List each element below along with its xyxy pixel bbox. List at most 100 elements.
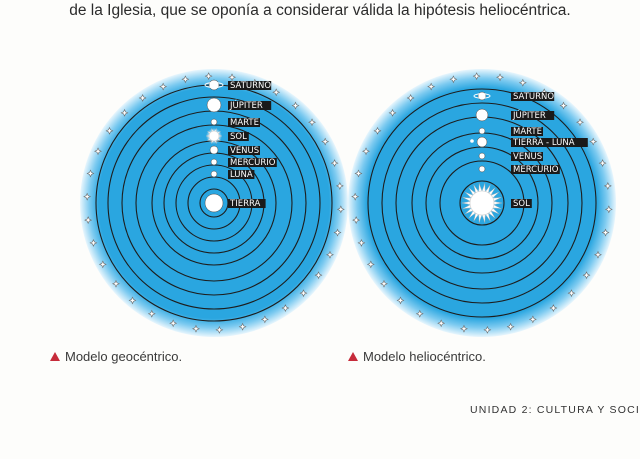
jupiter-planet [206, 97, 222, 113]
star-icon [582, 271, 591, 280]
body-label: MERCURIO [513, 165, 559, 175]
moon-planet [210, 170, 218, 178]
star-icon [138, 94, 147, 102]
mercury-planet [478, 165, 486, 173]
star-icon [604, 205, 613, 214]
star-icon [362, 147, 370, 156]
label-background [511, 92, 555, 101]
star-icon [204, 72, 213, 81]
star-icon [528, 315, 537, 324]
label-background [228, 81, 272, 90]
star-icon [506, 322, 515, 331]
sun-icon [205, 128, 223, 144]
jupiter-planet [475, 108, 489, 122]
triangle-marker-icon [348, 352, 358, 361]
caption-text: Modelo geocéntrico. [65, 349, 183, 364]
star-icon [567, 289, 576, 298]
star-icon [308, 118, 316, 127]
star-icon [291, 101, 300, 110]
star-icon [314, 271, 323, 280]
star-icon [603, 182, 612, 190]
star-icon [352, 216, 361, 224]
celestial-bodies [204, 79, 224, 213]
star-icon [396, 296, 405, 305]
earth-planet [204, 193, 224, 213]
star-icon [215, 325, 224, 334]
caption-text: Modelo heliocéntrico. [363, 349, 486, 364]
body-label: MERCURIO [230, 158, 276, 168]
saturn-planet [208, 79, 220, 91]
body-label: JÚPITER [512, 109, 546, 121]
label-background [511, 127, 543, 136]
body-label: VENUS [513, 152, 542, 162]
star-icon [336, 205, 345, 214]
star-icon [449, 75, 458, 84]
star-icon [105, 126, 114, 135]
mars-planet [478, 127, 486, 135]
star-icon [380, 279, 388, 288]
star-icon [335, 182, 344, 190]
body-label: SOL [230, 132, 247, 142]
body-label: TIERRA [229, 199, 261, 209]
star-icon [437, 319, 446, 328]
label-background [511, 199, 532, 208]
star-icon [351, 192, 360, 201]
body-label: SATURNO [230, 81, 271, 91]
star-icon [354, 169, 363, 178]
star-icon [496, 73, 504, 82]
label-background [511, 165, 560, 174]
star-icon [594, 250, 602, 259]
geocentric-diagram: SATURNO JÚPITER MARTE SOL VENUS MERCURIO LUNA T… [80, 69, 348, 337]
caption-heliocentric: Modelo heliocéntrico. [348, 349, 486, 364]
intro-text: de la Iglesia, que se oponía a considera… [69, 2, 571, 19]
star-icon [598, 159, 607, 168]
star-icon [373, 126, 382, 135]
star-icon [83, 192, 92, 201]
earth-planet [476, 136, 488, 148]
star-icon [260, 315, 269, 324]
label-background [228, 146, 260, 155]
sun-icon [461, 183, 503, 223]
star-icon [460, 324, 468, 333]
orbit-ring [367, 88, 597, 318]
star-icon [299, 289, 308, 298]
unit-footer: UNIDAD 2: CULTURA Y SOCIEDAD [470, 404, 640, 416]
label-background [228, 132, 249, 141]
star-icon [601, 228, 610, 237]
fixed-stars [83, 72, 345, 334]
star-icon [169, 319, 178, 328]
body-label: LUNA [230, 170, 253, 180]
label-background [228, 170, 255, 179]
caption-geocentric: Modelo geocéntrico. [50, 349, 182, 364]
star-icon [272, 88, 281, 97]
label-background [228, 118, 260, 127]
star-icon [427, 82, 436, 91]
star-icon [330, 159, 339, 168]
star-icon [589, 137, 598, 146]
star-icon [281, 304, 290, 312]
body-label: VENUS [230, 146, 259, 156]
moon-planet [470, 139, 474, 143]
star-icon [366, 260, 375, 269]
orbit-ring [459, 180, 505, 226]
star-icon [576, 118, 584, 127]
body-label: TIERRA - LUNA [512, 138, 575, 148]
label-background [511, 152, 543, 161]
star-icon [549, 304, 558, 312]
star-icon [192, 324, 200, 333]
star-icon [86, 169, 95, 178]
celestial-bodies [461, 91, 503, 223]
saturn-planet [477, 91, 487, 101]
label-background [228, 101, 272, 110]
star-icon [388, 108, 397, 117]
star-icon [89, 238, 98, 247]
orbit-ring [381, 102, 583, 304]
star-icon [112, 279, 120, 288]
orbit-ring [107, 96, 321, 310]
star-icon [321, 137, 330, 146]
star-icon [357, 238, 366, 247]
triangle-marker-icon [50, 352, 60, 361]
star-icon [472, 72, 481, 81]
